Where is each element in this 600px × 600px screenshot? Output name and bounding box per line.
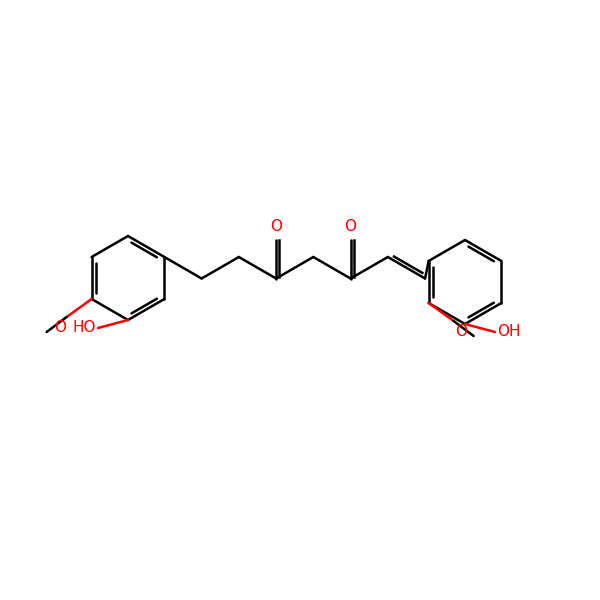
Text: OH: OH [497,325,521,340]
Text: O: O [455,324,467,339]
Text: O: O [270,219,282,234]
Text: O: O [53,320,65,335]
Text: HO: HO [73,320,96,335]
Text: O: O [344,219,356,234]
